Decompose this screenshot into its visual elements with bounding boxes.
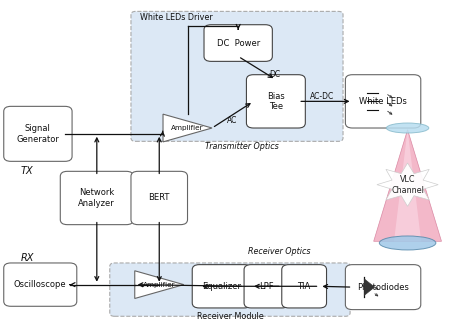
- Text: DC  Power: DC Power: [217, 39, 260, 47]
- Polygon shape: [377, 163, 438, 206]
- Text: White LEDs Driver: White LEDs Driver: [140, 12, 213, 22]
- Ellipse shape: [386, 123, 429, 133]
- FancyBboxPatch shape: [60, 171, 133, 225]
- FancyBboxPatch shape: [192, 265, 251, 308]
- Text: BERT: BERT: [148, 194, 170, 203]
- FancyBboxPatch shape: [282, 265, 327, 308]
- FancyBboxPatch shape: [131, 171, 188, 225]
- Text: AC-DC: AC-DC: [310, 92, 334, 101]
- Text: Network
Analyzer: Network Analyzer: [78, 188, 115, 208]
- Text: Signal
Generator: Signal Generator: [17, 124, 59, 143]
- Text: DC: DC: [269, 70, 280, 79]
- Text: Amplifier: Amplifier: [171, 125, 204, 131]
- Text: VLC
Channel: VLC Channel: [391, 175, 424, 195]
- Polygon shape: [394, 130, 421, 241]
- FancyBboxPatch shape: [131, 11, 343, 141]
- Polygon shape: [364, 279, 374, 295]
- Polygon shape: [374, 130, 441, 241]
- Text: Receiver Module: Receiver Module: [197, 312, 263, 321]
- Text: White LEDs: White LEDs: [359, 97, 407, 106]
- FancyBboxPatch shape: [110, 263, 350, 316]
- Text: Oscilloscope: Oscilloscope: [14, 280, 66, 289]
- FancyBboxPatch shape: [4, 263, 77, 306]
- FancyBboxPatch shape: [4, 107, 72, 161]
- FancyBboxPatch shape: [246, 75, 305, 128]
- Text: Bias
Tee: Bias Tee: [267, 92, 285, 111]
- Polygon shape: [163, 114, 212, 142]
- Text: Amplifier: Amplifier: [143, 282, 175, 288]
- Text: Photodiodes: Photodiodes: [357, 283, 409, 292]
- FancyBboxPatch shape: [204, 25, 273, 61]
- Text: Receiver Optics: Receiver Optics: [248, 247, 310, 256]
- Text: RX: RX: [20, 253, 34, 263]
- FancyBboxPatch shape: [346, 75, 421, 128]
- Text: Equalizer: Equalizer: [202, 282, 241, 291]
- Text: TIA: TIA: [298, 282, 311, 291]
- Text: TX: TX: [20, 166, 33, 176]
- Text: Transmitter Optics: Transmitter Optics: [205, 142, 279, 151]
- Polygon shape: [135, 271, 184, 298]
- Text: AC: AC: [227, 116, 237, 125]
- Ellipse shape: [379, 236, 436, 250]
- Text: LPF: LPF: [259, 282, 274, 291]
- FancyBboxPatch shape: [346, 265, 421, 309]
- FancyBboxPatch shape: [244, 265, 289, 308]
